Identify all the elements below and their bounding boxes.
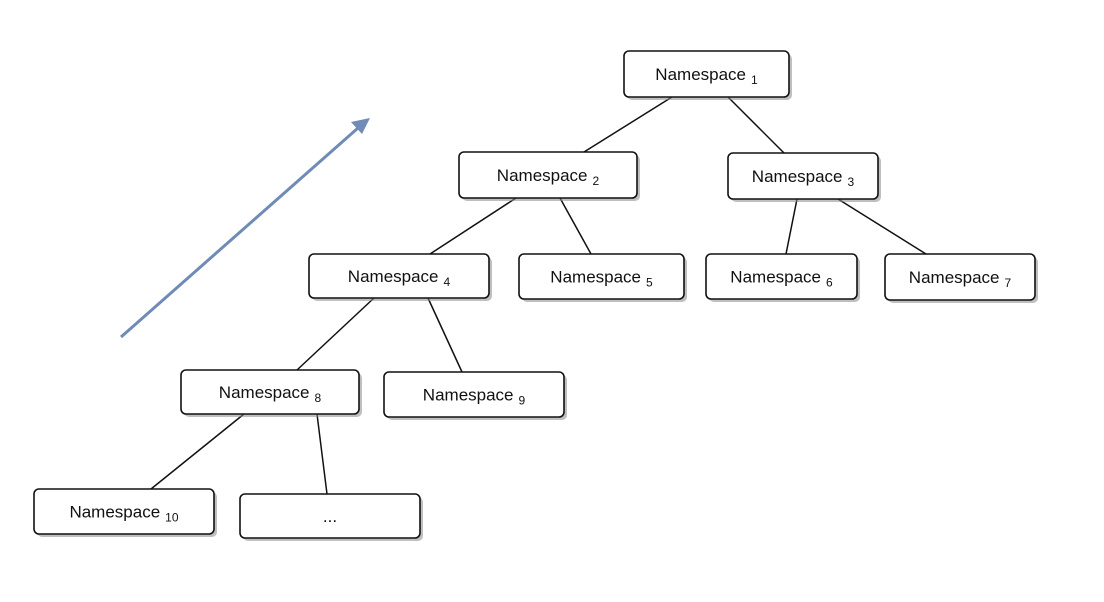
edge-n8-n11 xyxy=(316,413,328,495)
node-label: Namespace 3 xyxy=(752,167,855,189)
node-label-text: Namespace xyxy=(909,268,1000,287)
node-label-text: Namespace xyxy=(69,503,160,522)
node-n6: Namespace 6 xyxy=(705,253,860,302)
node-label: Namespace 8 xyxy=(219,383,322,405)
edge-n3-n6 xyxy=(785,198,798,255)
node-box xyxy=(308,253,490,299)
node-subscript: 8 xyxy=(315,391,322,405)
node-n3: Namespace 3 xyxy=(727,152,881,202)
node-box xyxy=(884,253,1036,301)
direction-arrow-line xyxy=(120,126,359,339)
node-label-text: Namespace xyxy=(348,267,439,286)
edge-n8-n10 xyxy=(150,413,245,490)
node-label: Namespace 10 xyxy=(69,503,178,525)
direction-arrow xyxy=(120,118,370,339)
node-box xyxy=(383,371,565,418)
node-label: Namespace 6 xyxy=(730,268,833,290)
node-label: Namespace 9 xyxy=(423,386,526,408)
node-label: ... xyxy=(323,507,337,526)
edge-n1-n2 xyxy=(583,96,673,153)
node-n11: ... xyxy=(239,493,423,541)
node-box xyxy=(33,488,215,535)
node-n8: Namespace 8 xyxy=(180,369,362,417)
node-subscript: 2 xyxy=(593,174,600,188)
node-n5: Namespace 5 xyxy=(518,253,687,302)
direction-arrow-head xyxy=(351,118,370,134)
node-subscript: 10 xyxy=(165,511,179,525)
node-box xyxy=(180,369,360,415)
node-n10: Namespace 10 xyxy=(33,488,217,537)
node-box xyxy=(727,152,879,200)
node-label: Namespace 4 xyxy=(348,267,451,289)
node-label: Namespace 5 xyxy=(550,268,653,290)
edge-n2-n5 xyxy=(559,197,592,255)
node-box xyxy=(623,50,790,98)
node-label-text: Namespace xyxy=(497,166,588,185)
node-label-text: Namespace xyxy=(730,268,821,287)
node-subscript: 9 xyxy=(519,394,526,408)
node-box xyxy=(239,493,421,539)
node-n2: Namespace 2 xyxy=(458,151,640,201)
edge-n2-n4 xyxy=(429,197,517,255)
node-n4: Namespace 4 xyxy=(308,253,492,301)
node-label-text: Namespace xyxy=(655,65,746,84)
node-label: Namespace 2 xyxy=(497,166,600,188)
node-label-text: Namespace xyxy=(752,167,843,186)
node-box xyxy=(458,151,638,199)
node-label: Namespace 7 xyxy=(909,268,1012,290)
node-box xyxy=(518,253,685,300)
edges-layer xyxy=(150,96,927,495)
edge-n3-n7 xyxy=(837,198,927,255)
edge-n1-n3 xyxy=(727,96,785,154)
node-subscript: 7 xyxy=(1005,276,1012,290)
node-subscript: 4 xyxy=(444,275,451,289)
node-box xyxy=(705,253,858,300)
node-subscript: 3 xyxy=(848,175,855,189)
edge-n4-n8 xyxy=(296,297,375,371)
node-n9: Namespace 9 xyxy=(383,371,567,420)
node-subscript: 1 xyxy=(751,73,758,87)
edge-n4-n9 xyxy=(427,297,463,373)
node-subscript: 6 xyxy=(826,276,833,290)
node-label-text: ... xyxy=(323,507,337,526)
node-label-text: Namespace xyxy=(550,268,641,287)
node-label-text: Namespace xyxy=(423,386,514,405)
nodes-layer: Namespace 1 Namespace 2 Namespace 3 Namespace 4… xyxy=(33,50,1038,541)
node-n1: Namespace 1 xyxy=(623,50,792,100)
node-label: Namespace 1 xyxy=(655,65,758,87)
node-n7: Namespace 7 xyxy=(884,253,1038,303)
node-subscript: 5 xyxy=(646,276,653,290)
node-label-text: Namespace xyxy=(219,383,310,402)
